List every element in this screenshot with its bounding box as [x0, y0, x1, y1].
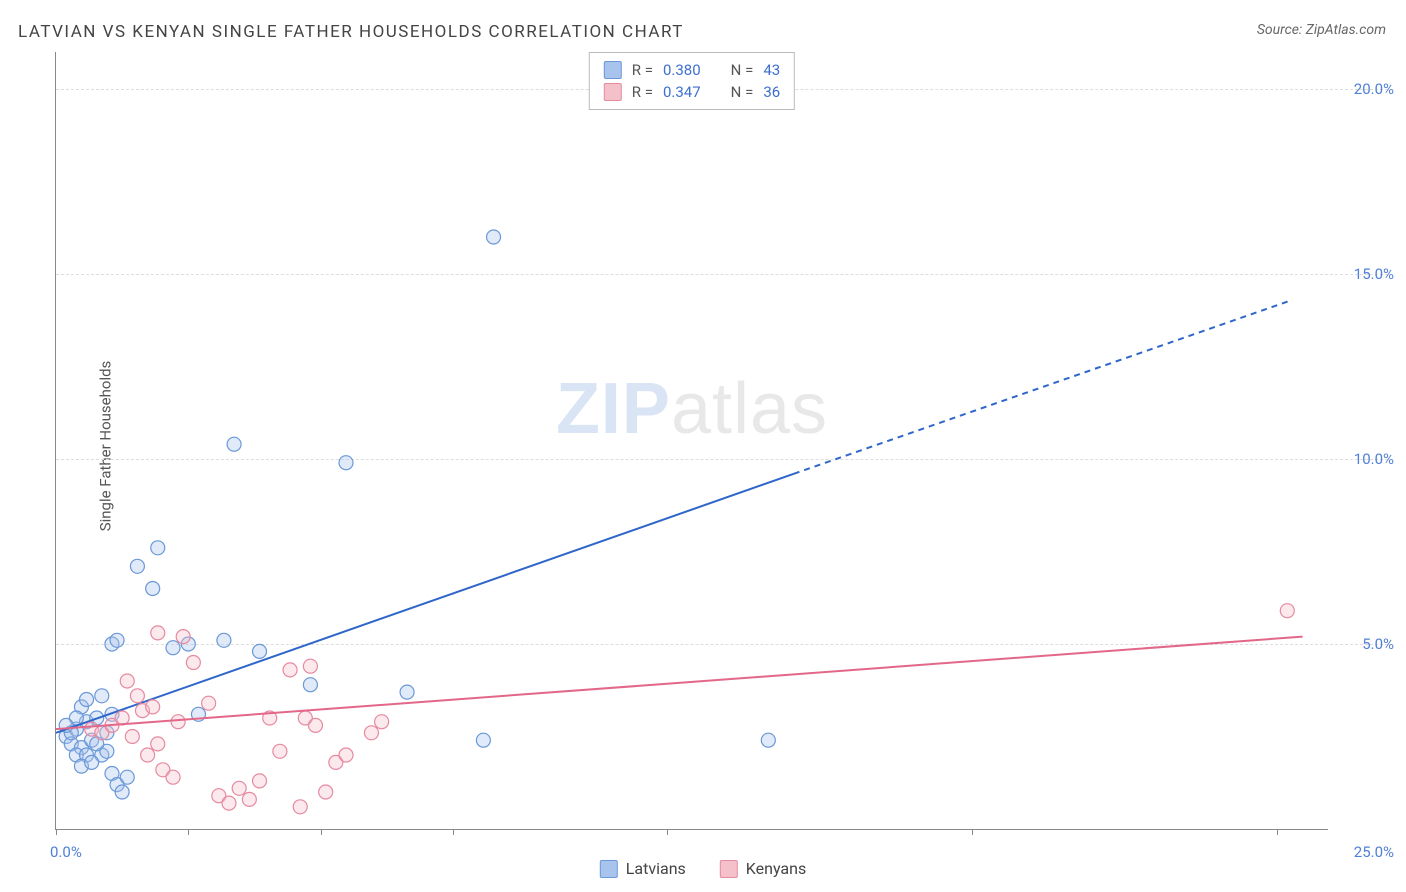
chart-title: LATVIAN VS KENYAN SINGLE FATHER HOUSEHOL…: [18, 22, 684, 42]
data-point: [95, 689, 109, 703]
legend-item: Latvians: [600, 859, 686, 878]
data-point: [130, 559, 144, 573]
stats-legend-box: R = 0.380 N = 43 R = 0.347 N = 36: [589, 52, 795, 110]
x-tick: [453, 829, 454, 835]
data-point: [487, 230, 501, 244]
stats-r-value: 0.380: [663, 61, 701, 79]
data-point: [171, 715, 185, 729]
data-point: [303, 659, 317, 673]
data-point: [339, 748, 353, 762]
data-point: [80, 693, 94, 707]
legend-swatch: [604, 61, 622, 79]
data-point: [761, 733, 775, 747]
source-attribution: Source: ZipAtlas.com: [1257, 22, 1386, 38]
legend-label: Kenyans: [746, 859, 806, 878]
data-point: [217, 633, 231, 647]
stats-r-value: 0.347: [663, 83, 701, 101]
stats-r-label: R =: [632, 61, 653, 79]
data-point: [176, 630, 190, 644]
data-point: [400, 685, 414, 699]
stats-r-label: R =: [632, 83, 653, 101]
legend-swatch: [720, 860, 738, 878]
data-point: [222, 796, 236, 810]
plot-svg: [56, 52, 1328, 829]
data-point: [166, 641, 180, 655]
plot-area: ZIPatlas 5.0%10.0%15.0%20.0% R =0.380N =…: [55, 52, 1328, 830]
data-point: [120, 674, 134, 688]
data-point: [227, 437, 241, 451]
data-point: [151, 737, 165, 751]
legend-item: Kenyans: [720, 859, 806, 878]
stats-row: R = 0.380 N = 43: [604, 59, 780, 81]
source-value: ZipAtlas.com: [1306, 22, 1386, 38]
x-tick: [321, 829, 322, 835]
x-tick: [1277, 829, 1278, 835]
data-point: [293, 800, 307, 814]
data-point: [151, 541, 165, 555]
stats-n-value: 36: [763, 83, 780, 101]
x-max-label: 25.0%: [1354, 843, 1394, 861]
legend-swatch: [604, 83, 622, 101]
data-point: [242, 792, 256, 806]
y-tick-label: 5.0%: [1362, 635, 1394, 653]
data-point: [115, 785, 129, 799]
legend-swatch: [600, 860, 618, 878]
x-tick: [972, 829, 973, 835]
trend-line: [56, 637, 1303, 730]
data-point: [253, 644, 267, 658]
stats-n-label: N =: [731, 61, 754, 79]
data-point: [125, 730, 139, 744]
data-point: [166, 770, 180, 784]
data-point: [1280, 604, 1294, 618]
correlation-chart: LATVIAN VS KENYAN SINGLE FATHER HOUSEHOL…: [0, 0, 1406, 892]
data-point: [375, 715, 389, 729]
data-point: [232, 781, 246, 795]
data-point: [202, 696, 216, 710]
data-point: [319, 785, 333, 799]
data-point: [339, 456, 353, 470]
y-tick-label: 15.0%: [1354, 265, 1394, 283]
trend-line-ext: [794, 300, 1293, 474]
source-label: Source:: [1257, 22, 1302, 38]
data-point: [253, 774, 267, 788]
x-tick: [188, 829, 189, 835]
trend-line: [56, 474, 794, 733]
data-point: [141, 748, 155, 762]
stats-n-label: N =: [731, 83, 754, 101]
data-point: [364, 726, 378, 740]
data-point: [283, 663, 297, 677]
data-point: [186, 656, 200, 670]
data-point: [273, 744, 287, 758]
data-point: [85, 755, 99, 769]
y-tick-label: 20.0%: [1354, 80, 1394, 98]
data-point: [146, 582, 160, 596]
data-point: [146, 700, 160, 714]
data-point: [308, 718, 322, 732]
data-point: [151, 626, 165, 640]
data-point: [110, 633, 124, 647]
data-point: [120, 770, 134, 784]
x-origin-label: 0.0%: [50, 843, 82, 861]
data-point: [303, 678, 317, 692]
data-point: [476, 733, 490, 747]
stats-row: R = 0.347 N = 36: [604, 81, 780, 103]
y-tick-label: 10.0%: [1354, 450, 1394, 468]
x-tick: [56, 829, 57, 835]
data-point: [130, 689, 144, 703]
legend-label: Latvians: [626, 859, 686, 878]
x-tick: [667, 829, 668, 835]
stats-n-value: 43: [763, 61, 780, 79]
legend-bottom: Latvians Kenyans: [600, 859, 806, 878]
